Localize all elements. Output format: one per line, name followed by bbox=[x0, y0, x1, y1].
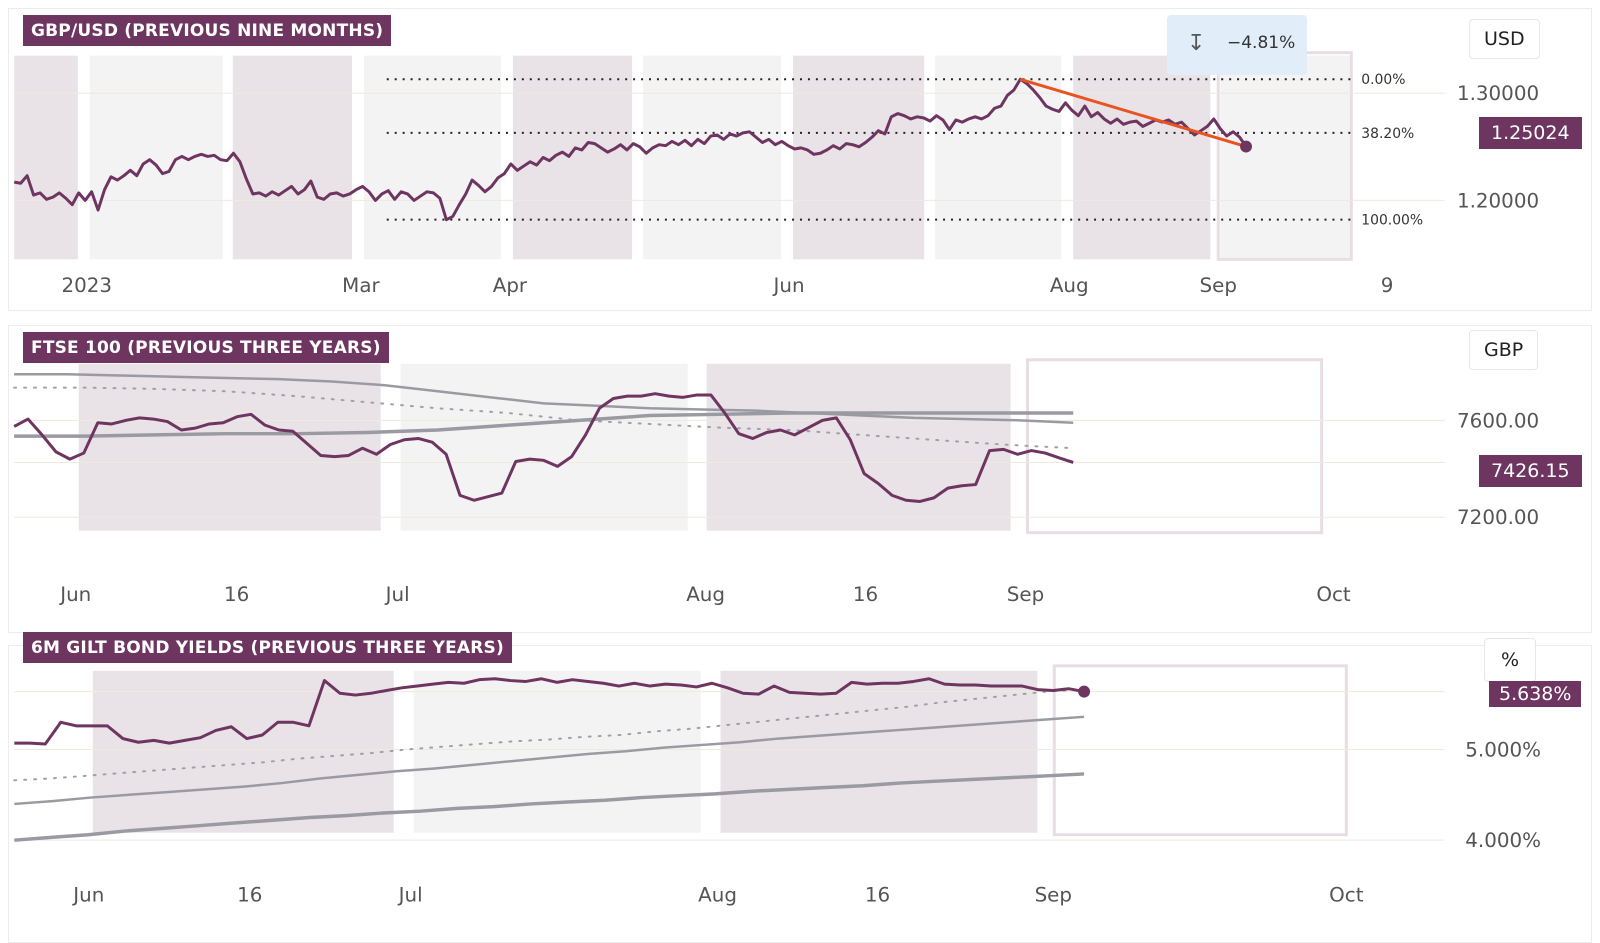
x-axis-tick-label: Jul bbox=[397, 883, 423, 906]
gilt-chart: 5.000% 4.000% Jun 16 Jul Aug 16 Sep Oct bbox=[13, 664, 1541, 906]
x-axis-tick-label: Sep bbox=[1007, 583, 1044, 606]
x-axis-tick-label: Mar bbox=[342, 274, 380, 297]
gbpusd-chart-title: GBP/USD (PREVIOUS NINE MONTHS) bbox=[23, 15, 392, 46]
x-axis-tick-label: Oct bbox=[1316, 583, 1351, 606]
moving-average-dotted-line bbox=[13, 386, 1075, 450]
x-axis-tick-label: Sep bbox=[1200, 274, 1237, 297]
x-axis-tick-label: Aug bbox=[686, 583, 725, 606]
x-axis-tick-label: Jun bbox=[71, 883, 104, 906]
gilt-chart-panel: 5.000% 4.000% Jun 16 Jul Aug 16 Sep Oct 6M GILT … bbox=[8, 632, 1592, 943]
y-axis-tick-label: 4.000% bbox=[1465, 829, 1541, 852]
period-band bbox=[78, 363, 381, 531]
gilt-chart-title: 6M GILT BOND YIELDS (PREVIOUS THREE YEAR… bbox=[23, 632, 512, 663]
ftse-index-line bbox=[13, 392, 1074, 503]
ftse-chart-title: FTSE 100 (PREVIOUS THREE YEARS) bbox=[23, 332, 389, 363]
projection-box bbox=[1026, 358, 1324, 535]
fib-level-label: 100.00% bbox=[1361, 213, 1423, 229]
period-band bbox=[935, 55, 1062, 260]
period-band bbox=[363, 55, 501, 260]
gbpusd-price-line bbox=[13, 77, 1248, 222]
period-band bbox=[413, 670, 701, 833]
x-axis-tick-label: 2023 bbox=[61, 274, 112, 297]
currency-unit-button[interactable]: GBP bbox=[1469, 330, 1539, 370]
gbpusd-chart-panel: 0.00% 38.20% 100.00% 1.30000 1.20000 2023 Mar A… bbox=[8, 8, 1592, 311]
current-price-label: 1.25024 bbox=[1479, 117, 1582, 149]
period-band bbox=[232, 55, 352, 260]
period-band bbox=[793, 55, 925, 260]
period-band bbox=[92, 670, 394, 833]
measure-tooltip: ↧ −4.81% bbox=[1167, 15, 1307, 75]
period-band bbox=[14, 55, 78, 260]
x-axis-tick-label: Aug bbox=[698, 883, 737, 906]
period-band bbox=[1220, 55, 1352, 260]
current-yield-label: 5.638% bbox=[1489, 681, 1582, 707]
measure-change-label: −4.81% bbox=[1227, 33, 1296, 53]
gilt-yield-line bbox=[14, 677, 1085, 746]
x-axis-tick-label: Jun bbox=[58, 583, 91, 606]
moving-average-line bbox=[14, 772, 1085, 842]
percent-unit-button[interactable]: % bbox=[1484, 638, 1537, 682]
x-axis-tick-label: 16 bbox=[865, 883, 890, 906]
moving-average-line bbox=[14, 411, 1074, 438]
fib-level-label: 38.20% bbox=[1361, 126, 1414, 142]
x-axis-tick-label: Oct bbox=[1329, 883, 1364, 906]
moving-average-dotted-line bbox=[13, 688, 1086, 782]
last-yield-marker bbox=[1078, 685, 1091, 698]
y-axis-tick-label: 7600.00 bbox=[1457, 409, 1539, 432]
trend-measure-line bbox=[1019, 77, 1247, 148]
measure-arrow-icon: ↧ bbox=[1187, 31, 1206, 56]
x-axis-tick-label: Apr bbox=[493, 274, 528, 297]
period-band bbox=[400, 363, 688, 531]
x-axis-tick-label: Aug bbox=[1050, 274, 1089, 297]
moving-average-line bbox=[14, 715, 1085, 806]
moving-average-line bbox=[14, 373, 1074, 425]
y-axis-tick-label: 5.000% bbox=[1465, 738, 1541, 761]
projection-box bbox=[1052, 664, 1348, 837]
y-axis-tick-label: 1.20000 bbox=[1457, 189, 1539, 212]
y-axis-tick-label: 7200.00 bbox=[1457, 506, 1539, 529]
ftse-chart: 7600.00 7200.00 Jun 16 Jul Aug 16 Sep Oct bbox=[13, 358, 1539, 606]
ftse-chart-panel: 7600.00 7200.00 Jun 16 Jul Aug 16 Sep Oct FTSE 1… bbox=[8, 325, 1592, 633]
x-axis-tick-label: 16 bbox=[237, 883, 262, 906]
period-band bbox=[643, 55, 782, 260]
x-axis-tick-label: Jun bbox=[772, 274, 805, 297]
period-band bbox=[706, 363, 1011, 531]
gbpusd-chart: 0.00% 38.20% 100.00% 1.30000 1.20000 2023 Mar A… bbox=[13, 51, 1539, 297]
period-band bbox=[720, 670, 1038, 833]
current-index-label: 7426.15 bbox=[1479, 455, 1582, 487]
x-axis-tick-label: 9 bbox=[1381, 274, 1394, 297]
fib-level-label: 0.00% bbox=[1361, 72, 1405, 88]
x-axis-tick-label: Jul bbox=[384, 583, 410, 606]
last-price-marker bbox=[1240, 140, 1253, 153]
period-band bbox=[89, 55, 223, 260]
currency-unit-button[interactable]: USD bbox=[1469, 19, 1540, 59]
x-axis-tick-label: 16 bbox=[853, 583, 878, 606]
x-axis-tick-label: Sep bbox=[1035, 883, 1072, 906]
x-axis-tick-label: 16 bbox=[224, 583, 249, 606]
y-axis-tick-label: 1.30000 bbox=[1457, 82, 1539, 105]
period-band bbox=[512, 55, 633, 260]
period-band bbox=[1073, 55, 1211, 260]
